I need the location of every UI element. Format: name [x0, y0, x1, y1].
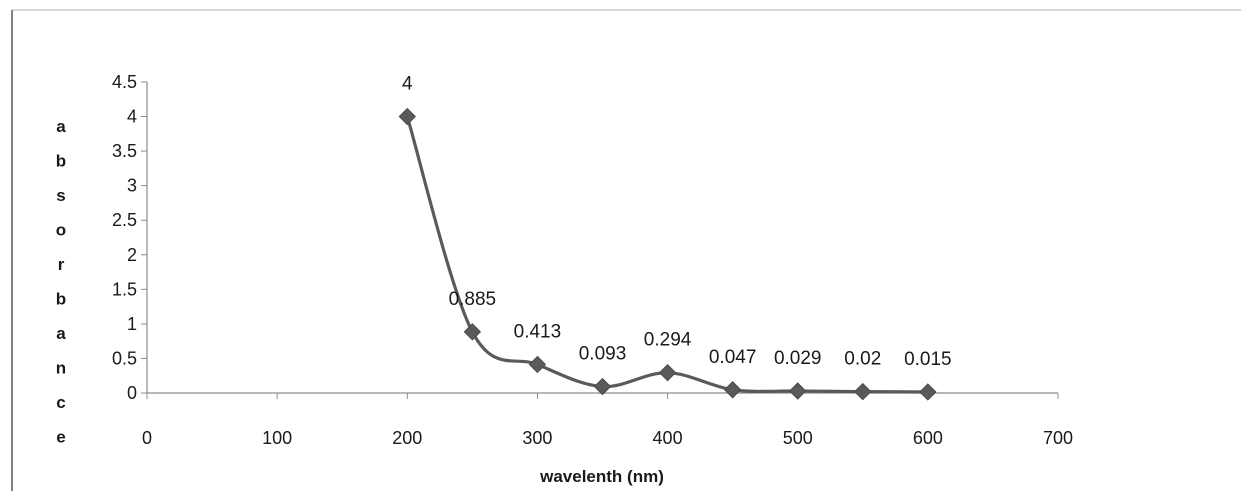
data-point-label: 0.02: [844, 349, 881, 370]
y-tick-label: 0: [127, 383, 137, 403]
y-tick-label: 2.5: [112, 210, 137, 230]
y-tick-label: 3.5: [112, 141, 137, 161]
y-tick-label: 4.5: [112, 72, 137, 92]
data-point-label: 0.029: [774, 348, 822, 369]
y-axis-title-letter: c: [56, 393, 65, 412]
data-point-label: 0.294: [644, 330, 692, 351]
data-point-label: 0.413: [514, 321, 562, 342]
data-point-marker: [528, 355, 547, 374]
y-axis-title-letter: b: [56, 290, 66, 309]
data-point-label: 0.047: [709, 347, 757, 368]
y-axis-title-letter: b: [56, 152, 66, 171]
data-point-marker: [919, 383, 937, 401]
y-tick-label: 3: [127, 176, 137, 196]
data-point-label: 4: [402, 74, 413, 95]
data-point-marker: [723, 381, 742, 399]
y-axis-title-letter: a: [56, 324, 66, 343]
y-axis-title-letter: o: [56, 221, 66, 240]
data-point-marker: [854, 382, 872, 401]
data-point-label: 0.093: [579, 344, 627, 365]
y-axis-title-letter: r: [58, 255, 65, 274]
y-tick-label: 4: [127, 107, 137, 127]
y-tick-label: 1.5: [112, 279, 137, 299]
data-point-label: 0.885: [449, 289, 497, 310]
y-tick-labels: 0 0.5 1 1.5 2 2.5 3 3.5 4 4.5: [112, 72, 137, 403]
data-point-marker: [463, 323, 482, 341]
y-tick-label: 1: [127, 314, 137, 334]
data-markers: [398, 107, 937, 401]
x-tick-label: 700: [1043, 428, 1073, 448]
x-tick-label: 600: [913, 428, 943, 448]
y-tick-label: 0.5: [112, 348, 137, 368]
data-point-marker: [398, 107, 416, 126]
series-line: [405, 114, 930, 394]
data-point-marker: [658, 363, 677, 382]
data-point-marker: [789, 382, 807, 400]
y-tick-label: 2: [127, 245, 137, 265]
x-axis-title: wavelenth (nm): [539, 467, 664, 486]
y-axis-title-letter: s: [56, 186, 65, 205]
x-tick-label: 0: [142, 428, 152, 448]
y-axis-title-letter: n: [56, 359, 66, 378]
x-tick-label: 100: [262, 428, 292, 448]
data-point-label: 0.015: [904, 349, 952, 370]
x-tick-label: 200: [392, 428, 422, 448]
data-point-marker: [593, 377, 612, 396]
y-axis-title-letter: a: [56, 117, 66, 136]
x-tick-labels: 0 100 200 300 400 500 600 700: [142, 428, 1073, 448]
x-tick-label: 400: [653, 428, 683, 448]
x-tick-label: 300: [522, 428, 552, 448]
data-labels: 4 0.885 0.413 0.093 0.294 0.047 0.029 0.02 0.015: [402, 74, 952, 370]
y-axis-title-letter: e: [56, 428, 65, 447]
x-tick-label: 500: [783, 428, 813, 448]
